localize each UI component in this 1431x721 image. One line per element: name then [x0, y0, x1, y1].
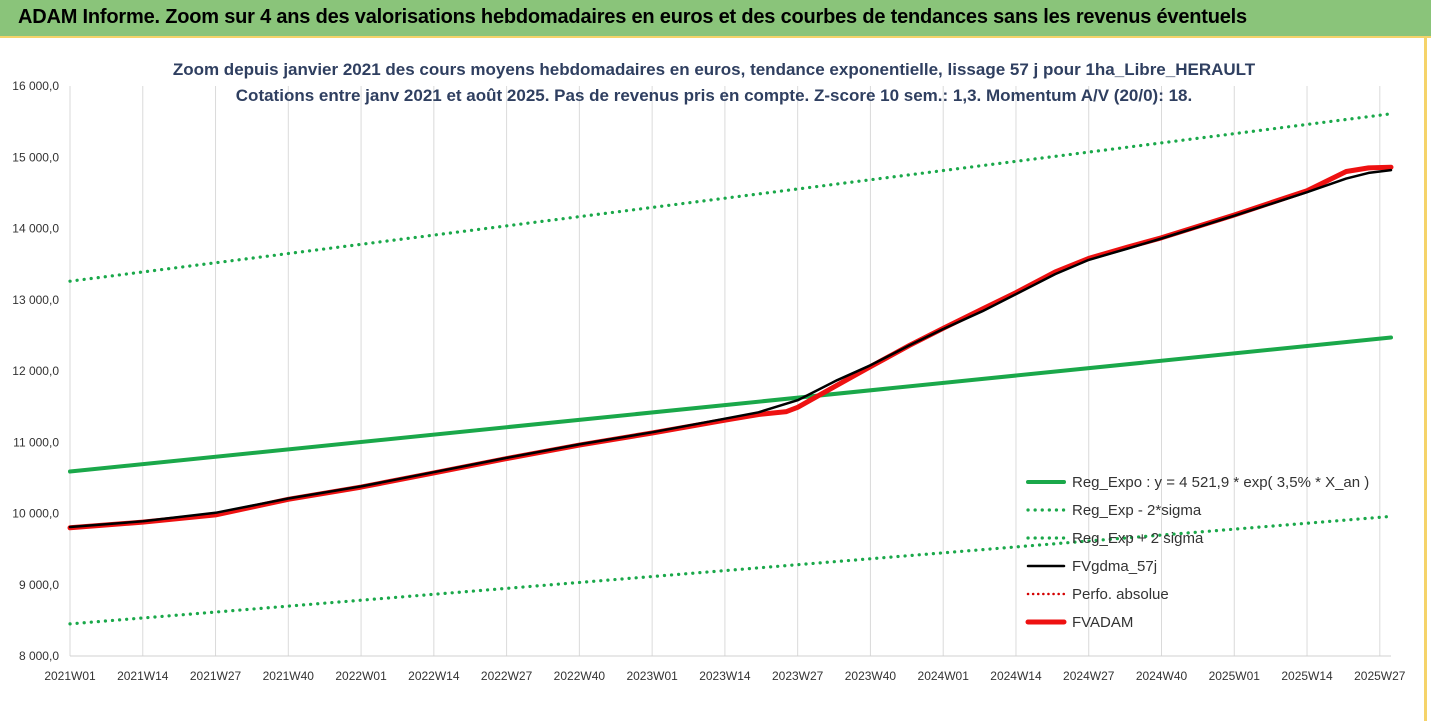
- x-tick-label: 2023W01: [626, 669, 678, 683]
- x-tick-label: 2022W40: [554, 669, 606, 683]
- legend-label: FVgdma_57j: [1072, 558, 1157, 575]
- x-tick-label: 2021W14: [117, 669, 169, 683]
- x-tick-label: 2022W14: [408, 669, 460, 683]
- legend-label: Reg_Expo : y = 4 521,9 * exp( 3,5% * X_a…: [1072, 474, 1369, 491]
- y-axis: 8 000,0 9 000,0 10 000,0 11 000,0 12 000,0 13…: [12, 79, 59, 663]
- y-tick-label: 8 000,0: [19, 649, 59, 663]
- x-tick-label: 2025W14: [1281, 669, 1333, 683]
- x-tick-label: 2021W27: [190, 669, 242, 683]
- y-tick-label: 15 000,0: [12, 150, 59, 164]
- x-tick-label: 2025W01: [1209, 669, 1261, 683]
- series-line-reg-minus-2sigma: [68, 514, 1393, 626]
- legend-label: Reg_Exp - 2*sigma: [1072, 502, 1202, 519]
- chart-title: Zoom depuis janvier 2021 des cours moyen…: [173, 60, 1256, 79]
- y-tick-label: 11 000,0: [13, 435, 59, 449]
- legend: Reg_Expo : y = 4 521,9 * exp( 3,5% * X_a…: [1025, 474, 1369, 631]
- x-tick-label: 2021W01: [44, 669, 96, 683]
- plot-area: [67, 112, 1394, 626]
- line-chart: 8 000,0 9 000,0 10 000,0 11 000,0 12 000,0 13…: [12, 60, 1406, 683]
- series-line-reg-plus-2sigma: [68, 112, 1393, 283]
- x-tick-label: 2022W27: [481, 669, 533, 683]
- x-tick-label: 2023W27: [772, 669, 824, 683]
- y-tick-label: 9 000,0: [19, 578, 59, 592]
- x-tick-label: 2023W14: [699, 669, 751, 683]
- report-banner: ADAM Informe. Zoom sur 4 ans des valoris…: [0, 0, 1431, 38]
- legend-label: Reg_Exp + 2 sigma: [1072, 530, 1204, 547]
- y-tick-label: 10 000,0: [12, 507, 59, 521]
- y-tick-label: 16 000,0: [12, 79, 59, 93]
- y-tick-label: 14 000,0: [12, 222, 59, 236]
- grid-lines: [69, 86, 1381, 656]
- frame-border: [1424, 38, 1427, 721]
- x-tick-label: 2024W01: [918, 669, 970, 683]
- x-tick-label: 2022W01: [335, 669, 387, 683]
- y-tick-label: 13 000,0: [12, 293, 59, 307]
- x-tick-label: 2024W14: [990, 669, 1042, 683]
- x-tick-label: 2023W40: [845, 669, 897, 683]
- x-axis: 2021W01 2021W14 2021W27 2021W40 2022W01 2022W…: [44, 655, 1406, 683]
- legend-label: Perfo. absolue: [1072, 586, 1169, 603]
- x-tick-label: 2021W40: [263, 669, 315, 683]
- series-line-fvgdma-57j: [68, 168, 1393, 529]
- x-tick-label: 2024W40: [1136, 669, 1188, 683]
- x-tick-label: 2025W27: [1354, 669, 1406, 683]
- legend-label: FVADAM: [1072, 614, 1133, 631]
- chart-subtitle: Cotations entre janv 2021 et août 2025. …: [236, 86, 1192, 105]
- report-title: ADAM Informe. Zoom sur 4 ans des valoris…: [18, 6, 1247, 28]
- y-tick-label: 12 000,0: [12, 364, 59, 378]
- x-tick-label: 2024W27: [1063, 669, 1115, 683]
- series-line-reg-expo: [68, 335, 1393, 474]
